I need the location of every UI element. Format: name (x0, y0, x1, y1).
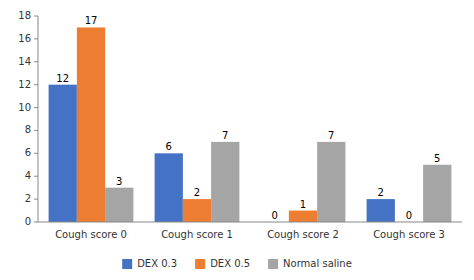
y-axis-line (38, 16, 39, 222)
y-tick (34, 107, 38, 108)
y-tick-label: 16 (18, 33, 31, 44)
data-labels: 12 6 0 2 17 2 1 0 3 7 7 5 (56, 15, 440, 221)
x-axis: Cough score 0 Cough score 1 Cough score 2 C… (38, 222, 462, 240)
x-axis-line (38, 222, 462, 223)
data-label: 6 (166, 141, 172, 152)
y-tick-label: 2 (25, 193, 31, 204)
legend-label: DEX 0.3 (137, 258, 177, 269)
y-tick (34, 61, 38, 62)
x-tick-label: Cough score 3 (373, 229, 445, 240)
data-label: 12 (56, 73, 69, 84)
y-axis: 0 2 4 6 8 10 12 14 16 18 (18, 10, 38, 227)
legend-item: Normal saline (268, 258, 352, 269)
data-label: 0 (406, 210, 412, 221)
y-tick-label: 8 (25, 124, 31, 135)
y-tick (34, 84, 38, 85)
data-label: 17 (85, 15, 98, 26)
bar (77, 27, 105, 222)
bar (317, 142, 345, 222)
data-label: 0 (272, 210, 278, 221)
y-tick (34, 222, 38, 223)
bars (49, 27, 452, 222)
y-tick (34, 130, 38, 131)
y-tick-label: 12 (18, 79, 31, 90)
y-tick (34, 16, 38, 17)
x-tick-label: Cough score 1 (161, 229, 233, 240)
bar (105, 188, 133, 222)
bar (423, 165, 451, 222)
y-tick (34, 38, 38, 39)
y-tick (34, 153, 38, 154)
bar (155, 153, 183, 222)
legend-label: DEX 0.5 (210, 258, 250, 269)
legend-swatch (122, 259, 132, 269)
data-label: 5 (434, 153, 440, 164)
y-tick-label: 14 (18, 56, 31, 67)
legend-label: Normal saline (283, 258, 352, 269)
y-tick (34, 176, 38, 177)
x-tick-label: Cough score 0 (55, 229, 127, 240)
y-tick-label: 0 (25, 216, 31, 227)
data-label: 3 (116, 176, 122, 187)
legend-swatch (268, 259, 278, 269)
data-label: 2 (194, 187, 200, 198)
chart-container: 02468101214161812602172103775Cough score… (0, 0, 474, 280)
y-tick-label: 10 (18, 102, 31, 113)
bar (211, 142, 239, 222)
y-tick-label: 18 (18, 10, 31, 21)
data-label: 2 (378, 187, 384, 198)
data-label: 7 (222, 130, 228, 141)
legend-swatch (195, 259, 205, 269)
data-label: 1 (300, 199, 306, 210)
y-tick (34, 199, 38, 200)
data-label: 7 (328, 130, 334, 141)
bar (367, 199, 395, 222)
x-tick-label: Cough score 2 (267, 229, 339, 240)
bar (289, 211, 317, 222)
chart-svg: 02468101214161812602172103775Cough score… (0, 0, 474, 280)
legend-item: DEX 0.3 (122, 258, 177, 269)
bar (183, 199, 211, 222)
y-tick-label: 4 (25, 170, 31, 181)
bar (49, 85, 77, 222)
legend: DEX 0.3 DEX 0.5 Normal saline (122, 258, 352, 269)
legend-item: DEX 0.5 (195, 258, 250, 269)
y-tick-label: 6 (25, 147, 31, 158)
